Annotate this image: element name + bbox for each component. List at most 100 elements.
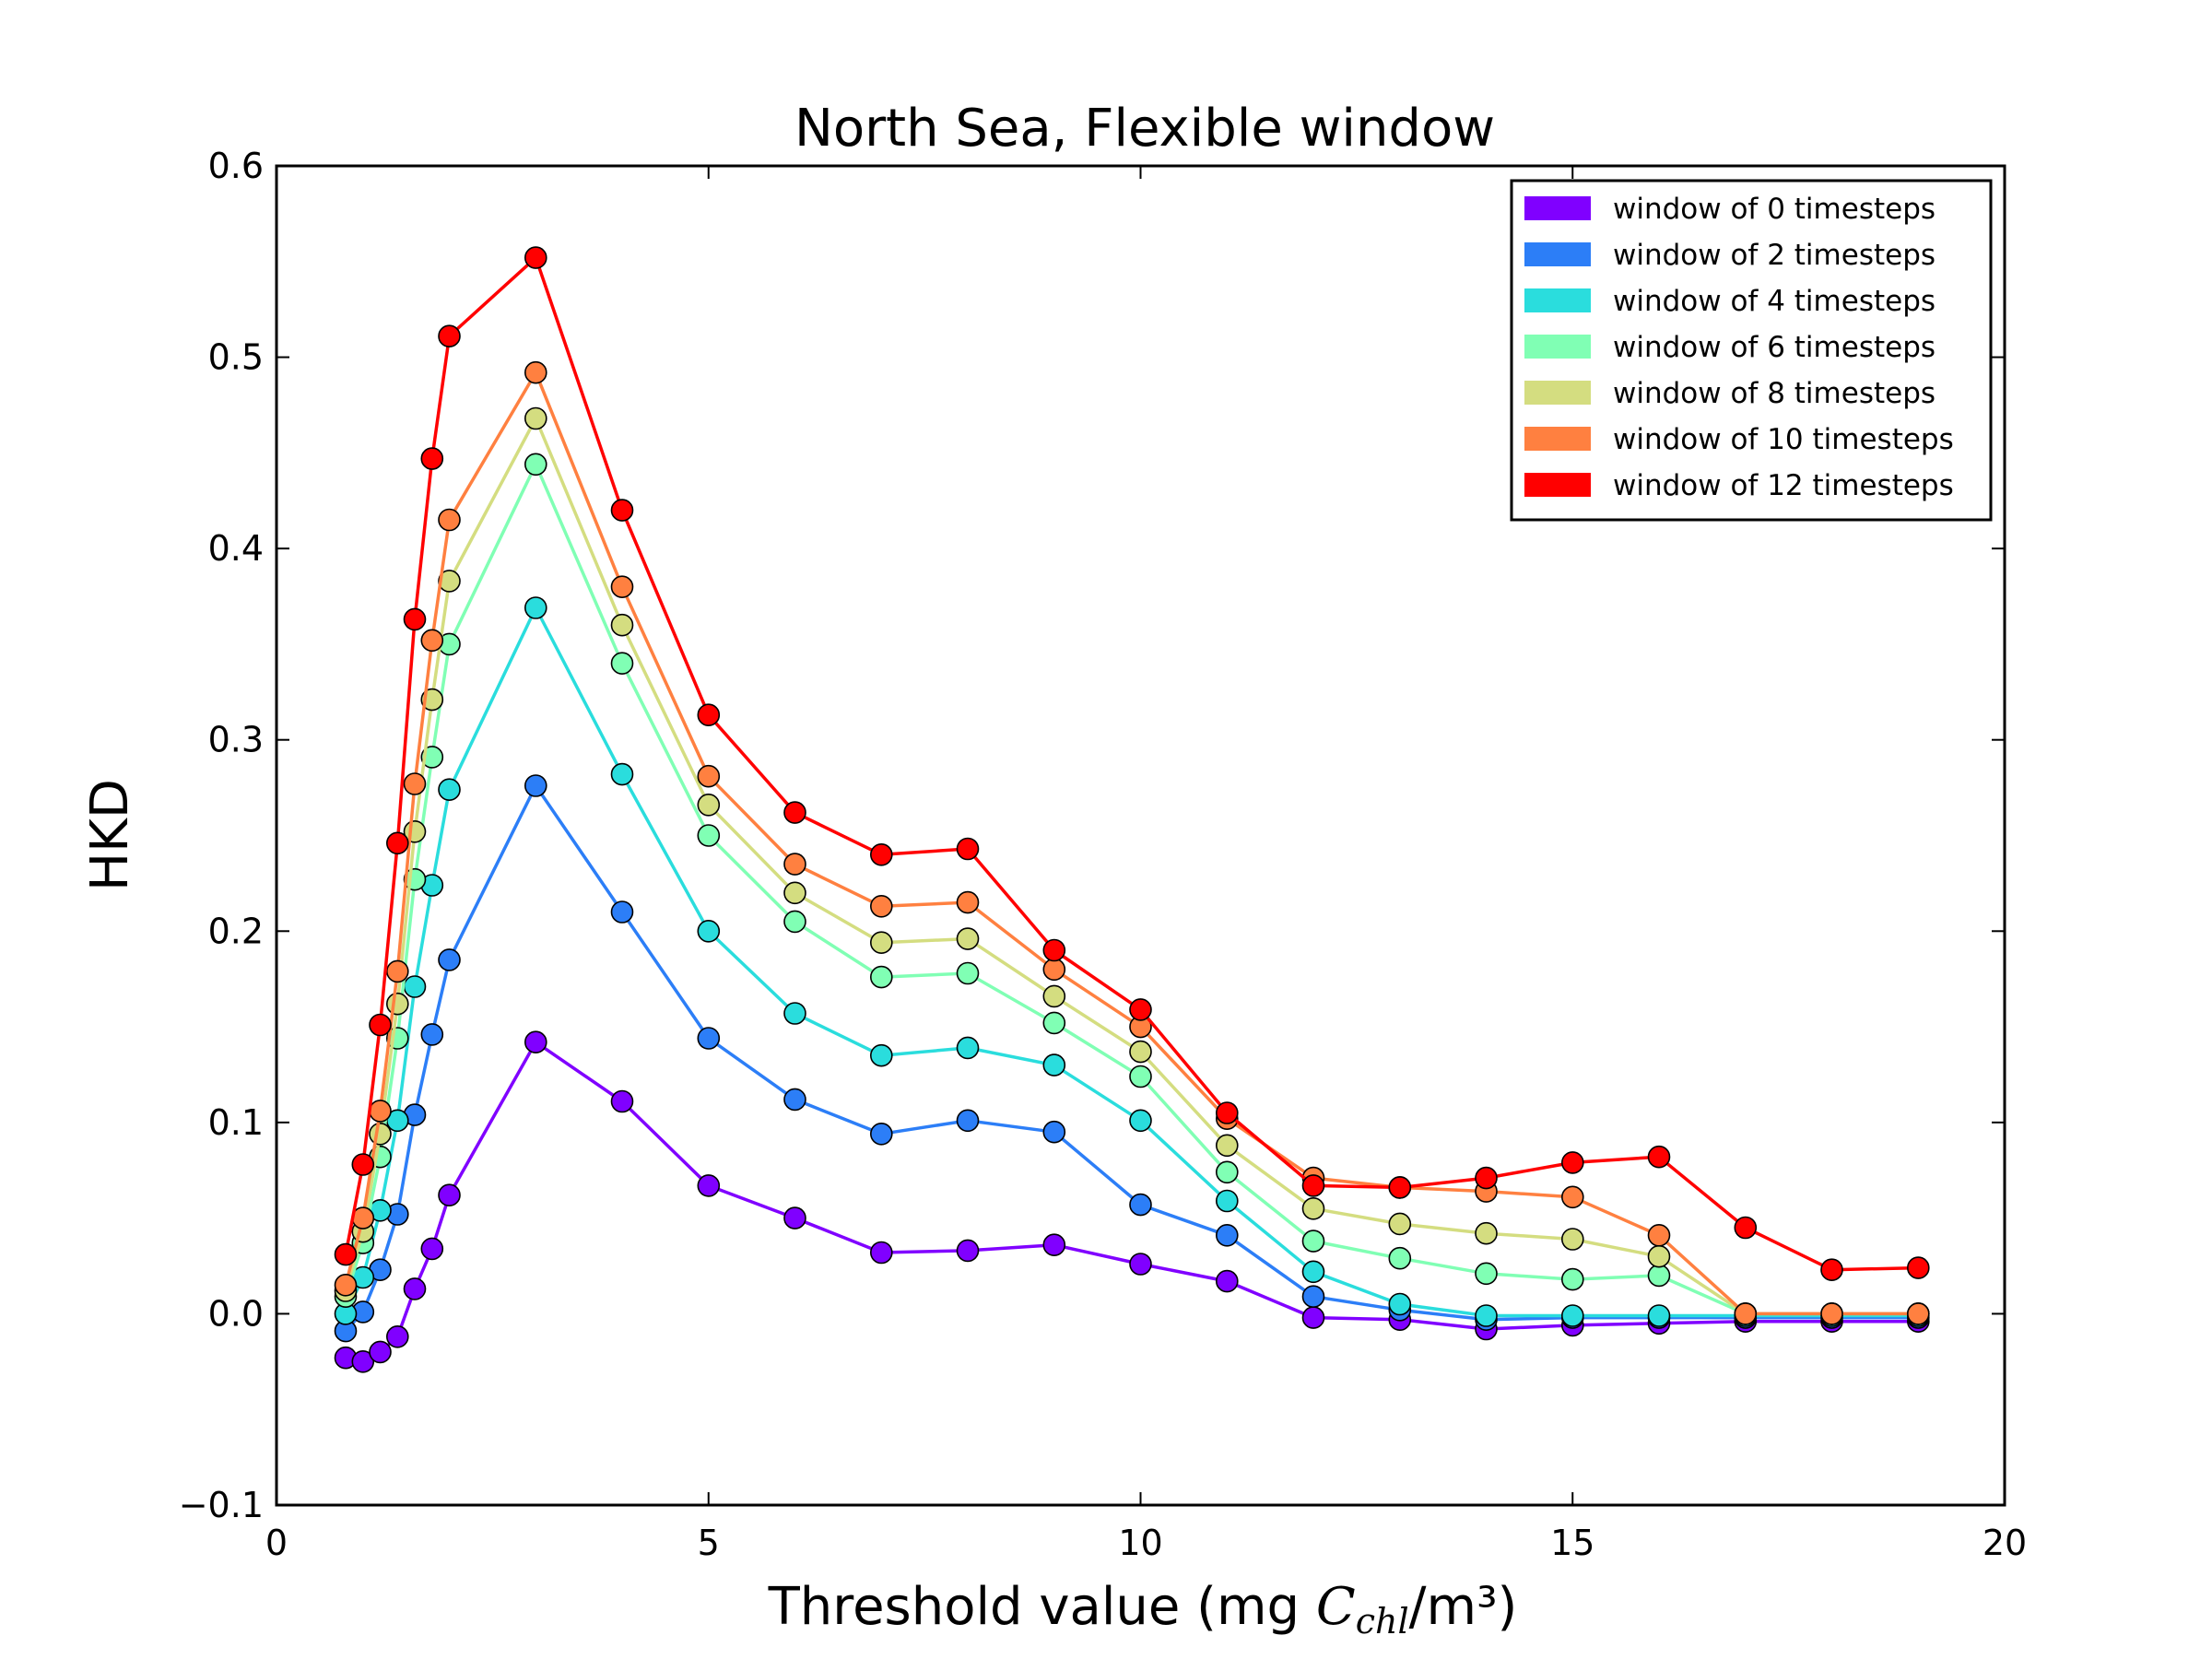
- data-point: [385, 959, 409, 983]
- data-point: [1820, 1258, 1843, 1281]
- legend-label: window of 8 timesteps: [1613, 377, 1936, 410]
- data-point: [1216, 1224, 1239, 1247]
- y-tick-label: 0.4: [208, 528, 264, 569]
- data-point: [385, 1325, 409, 1348]
- data-point: [438, 324, 461, 348]
- data-point: [610, 499, 634, 522]
- data-point: [1647, 1145, 1671, 1169]
- legend-swatch: [1524, 381, 1591, 405]
- y-tick-label: 0.6: [208, 146, 264, 186]
- y-tick-label: 0.3: [208, 720, 264, 760]
- data-point: [1042, 958, 1066, 982]
- x-tick-label: 10: [1118, 1523, 1162, 1563]
- data-point: [351, 1153, 375, 1176]
- plot-frame: [275, 164, 2006, 1507]
- legend-swatch: [1524, 335, 1591, 359]
- data-point: [524, 1030, 547, 1053]
- data-point: [783, 881, 806, 905]
- data-point: [610, 900, 634, 924]
- data-point: [869, 965, 893, 989]
- data-point: [610, 575, 634, 599]
- data-point: [1301, 1197, 1325, 1220]
- data-point: [1561, 1228, 1584, 1251]
- data-point: [869, 894, 893, 918]
- data-point: [783, 910, 806, 934]
- data-point: [869, 1043, 893, 1067]
- legend-label: window of 6 timesteps: [1613, 331, 1936, 364]
- data-point: [524, 774, 547, 797]
- x-axis-label-prefix: Threshold value (mg: [768, 1577, 1316, 1637]
- data-point: [869, 842, 893, 866]
- data-point: [438, 570, 461, 593]
- data-point: [1647, 1244, 1671, 1268]
- data-point: [369, 1013, 392, 1037]
- legend-label: window of 0 timesteps: [1613, 193, 1936, 226]
- data-point: [1129, 1040, 1152, 1064]
- data-point: [420, 1023, 444, 1046]
- data-point: [1388, 1246, 1412, 1270]
- data-point: [1301, 1306, 1325, 1329]
- data-point: [1216, 1269, 1239, 1293]
- data-point: [783, 1002, 806, 1025]
- data-point: [697, 824, 721, 847]
- data-point: [1647, 1224, 1671, 1247]
- data-point: [1042, 1011, 1066, 1035]
- data-point: [1301, 1285, 1325, 1308]
- data-point: [1561, 1267, 1584, 1291]
- data-point: [1907, 1256, 1930, 1279]
- data-point: [1388, 1176, 1412, 1199]
- series-layer: [334, 246, 1930, 1373]
- legend-frame: [1510, 179, 1993, 522]
- legend-swatch: [1524, 473, 1591, 497]
- data-point: [1042, 938, 1066, 962]
- data-point: [1475, 1304, 1498, 1327]
- x-tick-label: 0: [265, 1523, 288, 1563]
- data-point: [1561, 1304, 1584, 1327]
- data-point: [369, 1340, 392, 1364]
- data-point: [1042, 1053, 1066, 1077]
- data-point: [369, 1123, 392, 1146]
- legend-swatch: [1524, 427, 1591, 451]
- series-6: [334, 246, 1930, 1281]
- data-point: [783, 1088, 806, 1112]
- y-tick-label: 0.0: [208, 1293, 264, 1334]
- legend-label: window of 12 timesteps: [1613, 469, 1954, 502]
- data-point: [351, 1350, 375, 1373]
- data-point: [1129, 1109, 1152, 1133]
- data-point: [385, 831, 409, 855]
- series-line: [344, 371, 1919, 1316]
- data-point: [956, 837, 980, 861]
- data-point: [783, 801, 806, 824]
- data-point: [1129, 1253, 1152, 1276]
- chart-title: North Sea, Flexible window: [794, 99, 1495, 159]
- data-point: [956, 890, 980, 914]
- x-tick-label: 5: [698, 1523, 720, 1563]
- data-point: [524, 596, 547, 619]
- data-point: [403, 975, 427, 998]
- data-point: [956, 1036, 980, 1060]
- x-axis-label-suffix: /m³): [1409, 1577, 1518, 1637]
- x-tick-label: 20: [1983, 1523, 2027, 1563]
- x-axis-label-subscript: chl: [1356, 1601, 1409, 1641]
- data-point: [1216, 1134, 1239, 1158]
- data-point: [1907, 1302, 1930, 1325]
- legend-swatch: [1524, 242, 1591, 266]
- y-tick-label: 0.2: [208, 911, 264, 951]
- data-point: [1561, 1185, 1584, 1209]
- data-point: [524, 246, 547, 269]
- y-tick-label: −0.1: [179, 1485, 264, 1525]
- data-point: [1042, 984, 1066, 1008]
- x-axis-label: Threshold value (mg Cchl/m³): [768, 1577, 1518, 1641]
- data-point: [334, 1242, 358, 1266]
- data-point: [1042, 1120, 1066, 1144]
- data-point: [1475, 1166, 1498, 1190]
- data-point: [420, 629, 444, 653]
- data-point: [697, 1174, 721, 1197]
- legend-label: window of 4 timesteps: [1613, 285, 1936, 318]
- series-line: [344, 463, 1919, 1316]
- data-point: [1216, 1101, 1239, 1124]
- data-point: [1561, 1151, 1584, 1174]
- series-line: [344, 417, 1919, 1316]
- data-point: [1301, 1174, 1325, 1197]
